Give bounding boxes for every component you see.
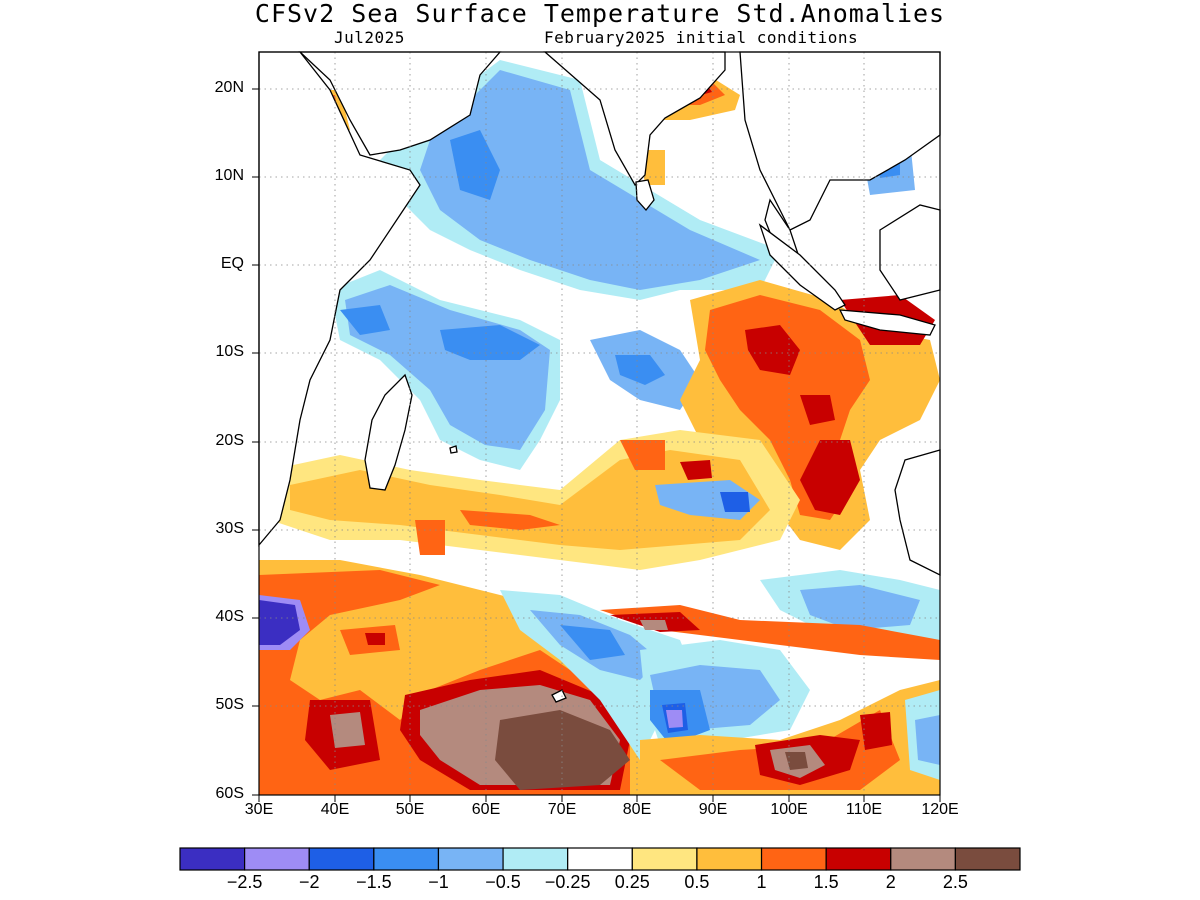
colorbar-label: 2.5 (942, 872, 968, 892)
lon-label: 110E (845, 801, 883, 818)
indian-subcontinent (543, 51, 726, 187)
colorbar-label: 0.25 (614, 872, 650, 892)
anomaly-region (745, 325, 800, 375)
colorbar-label: −1.5 (356, 872, 392, 892)
lat-label: 20S (215, 432, 244, 449)
anomaly-region (340, 305, 390, 335)
lon-label: 120E (921, 801, 959, 818)
anomaly-region (800, 395, 835, 425)
anomaly-field (259, 52, 940, 795)
lat-label: 50S (215, 696, 244, 713)
coastlines (258, 51, 941, 703)
anomaly-region (330, 712, 365, 748)
colorbar-label: −1 (428, 872, 449, 892)
anomaly-region (460, 510, 560, 530)
anomaly-region (666, 710, 683, 728)
anomaly-region (259, 600, 300, 645)
colorbar-label: −0.25 (544, 872, 591, 892)
colorbar-swatch (760, 847, 827, 871)
lon-label: 60E (471, 801, 501, 818)
colorbar-swatch (890, 847, 956, 871)
colorbar-label: 1 (756, 872, 767, 892)
anomaly-region (800, 585, 920, 630)
lat-label: 30S (215, 520, 244, 537)
lat-label: EQ (220, 255, 244, 272)
anomaly-region (440, 325, 540, 360)
anomaly-region (420, 70, 760, 290)
colorbar-label: 2 (885, 872, 896, 892)
african-coast (258, 51, 421, 547)
colorbar-label: −2 (298, 872, 320, 892)
colorbar-swatch (502, 847, 569, 871)
chart-title: CFSv2 Sea Surface Temperature Std.Anomal… (254, 0, 946, 28)
anomaly-region (560, 625, 625, 660)
colorbar (179, 847, 1021, 871)
colorbar-swatch (567, 847, 633, 871)
madagascar (364, 373, 413, 491)
map-frame (258, 51, 941, 796)
colorbar-swatch (437, 847, 504, 871)
anomaly-region (450, 130, 500, 200)
kerguelen (551, 689, 567, 703)
lon-label: 30E (244, 801, 274, 818)
lat-label: 60S (215, 785, 244, 802)
initial-conditions: February2025 initial conditions (544, 28, 859, 47)
anomaly-region (680, 460, 712, 480)
colorbar-swatch (244, 847, 310, 871)
lon-label: 70E (547, 801, 577, 818)
anomaly-region (860, 712, 892, 750)
colorbar-swatch (373, 847, 440, 871)
anomaly-region (495, 710, 630, 790)
colorbar-swatch (308, 847, 375, 871)
arabian-peninsula (298, 51, 502, 156)
anomaly-region (615, 355, 665, 385)
colorbar-label: 1.5 (813, 872, 839, 892)
anomaly-region (800, 440, 860, 515)
lon-label: 50E (395, 801, 425, 818)
colorbar-swatch (179, 847, 246, 871)
anomaly-region (415, 520, 445, 555)
sri-lanka (635, 179, 655, 212)
anomaly-region (620, 440, 665, 470)
colorbar-label: −0.5 (485, 872, 521, 892)
anomaly-region (785, 752, 808, 770)
lat-label: 10N (214, 167, 244, 184)
lon-label: 80E (622, 801, 652, 818)
lon-label: 90E (698, 801, 728, 818)
anomaly-region (640, 620, 668, 630)
sumatra (758, 223, 846, 311)
axis-ticks (252, 88, 941, 802)
lon-label: 100E (770, 801, 808, 818)
mauritius (449, 445, 458, 454)
gridlines (259, 52, 940, 795)
lat-label: 20N (214, 79, 244, 96)
lat-label: 10S (215, 343, 244, 360)
forecast-month: Jul2025 (334, 28, 405, 47)
colorbar-label: −2.5 (226, 872, 263, 892)
anomaly-region (915, 715, 940, 765)
colorbar-swatch (631, 847, 698, 871)
colorbar-swatch (825, 847, 892, 871)
anomaly-region (365, 633, 385, 645)
colorbar-swatch (954, 847, 1021, 871)
lat-label: 40S (215, 608, 244, 625)
colorbar-swatch (696, 847, 763, 871)
anomaly-region (720, 492, 750, 512)
lon-label: 40E (320, 801, 350, 818)
colorbar-label: 0.5 (684, 872, 710, 892)
